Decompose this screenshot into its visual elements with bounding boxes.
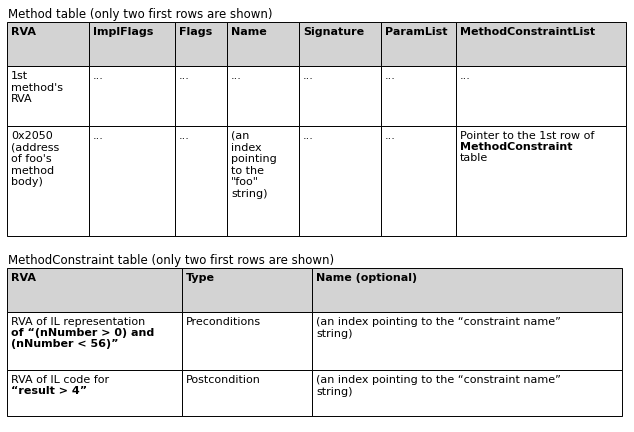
Text: Type: Type bbox=[186, 273, 215, 283]
Bar bbox=[299, 66, 381, 126]
Bar bbox=[182, 312, 312, 370]
Bar bbox=[7, 312, 182, 370]
Bar bbox=[89, 126, 175, 236]
Text: RVA of IL representation: RVA of IL representation bbox=[11, 317, 145, 327]
Bar bbox=[7, 126, 89, 236]
Text: ...: ... bbox=[460, 71, 471, 81]
Text: Pointer to the 1st row of: Pointer to the 1st row of bbox=[460, 131, 595, 141]
Text: MethodConstraint table (only two first rows are shown): MethodConstraint table (only two first r… bbox=[8, 254, 334, 267]
Bar bbox=[175, 22, 227, 66]
Text: RVA of IL code for: RVA of IL code for bbox=[11, 375, 109, 385]
Bar bbox=[7, 22, 89, 66]
Bar bbox=[7, 268, 182, 312]
Text: 0x2050
(address
of foo's
method
body): 0x2050 (address of foo's method body) bbox=[11, 131, 59, 187]
Bar bbox=[312, 370, 622, 416]
Bar bbox=[456, 66, 626, 126]
Bar bbox=[175, 66, 227, 126]
Text: ...: ... bbox=[385, 131, 396, 141]
Text: RVA: RVA bbox=[11, 273, 36, 283]
Bar bbox=[381, 22, 456, 66]
Text: table: table bbox=[460, 152, 488, 162]
Text: of “(nNumber > 0) and: of “(nNumber > 0) and bbox=[11, 328, 154, 338]
Bar bbox=[381, 66, 456, 126]
Text: Name: Name bbox=[231, 27, 267, 37]
Text: ...: ... bbox=[93, 131, 104, 141]
Text: “result > 4”: “result > 4” bbox=[11, 386, 87, 396]
Text: Name (optional): Name (optional) bbox=[316, 273, 417, 283]
Bar bbox=[182, 370, 312, 416]
Bar bbox=[227, 22, 299, 66]
Bar bbox=[312, 312, 622, 370]
Bar bbox=[312, 268, 622, 312]
Bar bbox=[456, 126, 626, 236]
Text: Signature: Signature bbox=[303, 27, 364, 37]
Bar bbox=[299, 126, 381, 236]
Bar bbox=[7, 370, 182, 416]
Text: MethodConstraintList: MethodConstraintList bbox=[460, 27, 595, 37]
Bar bbox=[182, 268, 312, 312]
Bar bbox=[381, 126, 456, 236]
Bar bbox=[7, 66, 89, 126]
Text: ...: ... bbox=[231, 71, 242, 81]
Text: Preconditions: Preconditions bbox=[186, 317, 261, 327]
Text: ...: ... bbox=[179, 71, 190, 81]
Bar bbox=[299, 22, 381, 66]
Bar bbox=[89, 66, 175, 126]
Text: ...: ... bbox=[93, 71, 104, 81]
Bar bbox=[89, 22, 175, 66]
Text: ...: ... bbox=[179, 131, 190, 141]
Text: ...: ... bbox=[303, 131, 314, 141]
Text: (nNumber < 56)”: (nNumber < 56)” bbox=[11, 339, 119, 349]
Text: MethodConstraint: MethodConstraint bbox=[460, 142, 573, 152]
Bar bbox=[175, 126, 227, 236]
Bar bbox=[227, 126, 299, 236]
Text: ...: ... bbox=[303, 71, 314, 81]
Bar bbox=[227, 66, 299, 126]
Bar bbox=[456, 22, 626, 66]
Text: Postcondition: Postcondition bbox=[186, 375, 261, 385]
Text: (an index pointing to the “constraint name”
string): (an index pointing to the “constraint na… bbox=[316, 375, 561, 397]
Text: RVA: RVA bbox=[11, 27, 36, 37]
Text: ParamList: ParamList bbox=[385, 27, 448, 37]
Text: Flags: Flags bbox=[179, 27, 212, 37]
Text: ImplFlags: ImplFlags bbox=[93, 27, 153, 37]
Text: (an index pointing to the “constraint name”
string): (an index pointing to the “constraint na… bbox=[316, 317, 561, 339]
Text: (an
index
pointing
to the
"foo"
string): (an index pointing to the "foo" string) bbox=[231, 131, 277, 199]
Text: Method table (only two first rows are shown): Method table (only two first rows are sh… bbox=[8, 8, 273, 21]
Text: 1st
method's
RVA: 1st method's RVA bbox=[11, 71, 63, 104]
Text: ...: ... bbox=[385, 71, 396, 81]
